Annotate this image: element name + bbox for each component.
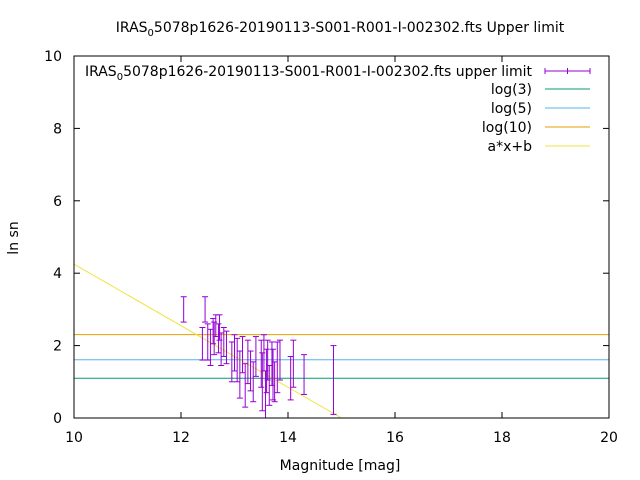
- errorbar-point-16: [236, 350, 243, 399]
- x-tick-label: 12: [172, 430, 190, 446]
- title-main: IRAS: [116, 20, 148, 36]
- errorbar-point-32: [271, 361, 278, 403]
- errorbar-point-37: [301, 354, 308, 395]
- x-tick-label: 14: [279, 430, 297, 446]
- errorbar-point-33: [274, 341, 281, 394]
- legend: IRAS05078p1626-20190113-S001-R001-I-0023…: [85, 64, 591, 155]
- errorbar-point-0: [180, 296, 187, 323]
- legend-label: IRAS05078p1626-20190113-S001-R001-I-0023…: [85, 64, 533, 83]
- errorbar-point-36: [290, 339, 297, 388]
- y-tick-label: 8: [53, 121, 62, 137]
- title-rest: 5078p1626-20190113-S001-R001-I-002302.ft…: [154, 20, 565, 36]
- errorbar-point-18: [242, 363, 249, 408]
- legend-entry-0: IRAS05078p1626-20190113-S001-R001-I-0023…: [85, 64, 591, 83]
- errorbar-point-13: [228, 341, 235, 383]
- y-tick-label: 2: [53, 339, 62, 355]
- x-axis-label: Magnitude [mag]: [280, 458, 401, 474]
- y-tick-label: 4: [53, 266, 62, 282]
- errorbar-point-15: [234, 337, 241, 383]
- legend-entry-2: log(5): [491, 101, 590, 117]
- chart-title: IRAS05078p1626-20190113-S001-R001-I-0023…: [116, 20, 565, 39]
- legend-label: log(5): [491, 101, 532, 117]
- x-tick-label: 18: [493, 430, 511, 446]
- y-tick-label: 0: [53, 411, 62, 427]
- errorbar-point-34: [276, 339, 283, 381]
- legend-entry-1: log(3): [491, 82, 590, 98]
- errorbar-point-10: [218, 332, 225, 367]
- errorbar-point-1: [199, 327, 206, 361]
- errorbar-point-35: [287, 355, 294, 401]
- errorbar-point-14: [231, 334, 238, 372]
- axes-layer: 10 12 14 16 18 20 0 2 4 6 8 10: [44, 49, 618, 446]
- errorbar-point-20: [247, 350, 254, 392]
- errorbar-point-21: [250, 361, 257, 403]
- legend-label: log(10): [482, 120, 532, 136]
- errorbar-point-12: [223, 330, 230, 365]
- errorbar-point-17: [239, 336, 246, 374]
- x-tick-label: 20: [600, 430, 618, 446]
- errorbar-point-22: [252, 336, 259, 377]
- errorbar-point-27: [263, 348, 270, 394]
- plot-area: [74, 263, 609, 418]
- plot-frame: [73, 55, 610, 419]
- errorbar-point-2: [202, 296, 209, 323]
- errorbar-point-11: [220, 327, 227, 357]
- series-layer: [74, 263, 609, 418]
- errorbar-point-4: [207, 328, 214, 367]
- legend-label-rest: 5078p1626-20190113-S001-R001-I-002302.ft…: [123, 64, 532, 80]
- x-tick-label: 16: [386, 430, 404, 446]
- errorbar-point-38: [330, 345, 337, 415]
- legend-label-main: IRAS: [85, 64, 117, 80]
- legend-entry-3: log(10): [482, 120, 590, 136]
- errorbar-point-5: [210, 317, 217, 345]
- y-tick-label: 6: [53, 194, 62, 210]
- y-tick-label: 10: [44, 49, 62, 65]
- legend-label-sub: 0: [117, 72, 123, 83]
- title-sub: 0: [148, 28, 154, 39]
- legend-entry-4: a*x+b: [488, 139, 590, 155]
- y-axis-label: ln sn: [6, 221, 22, 254]
- x-tick-label: 10: [65, 430, 83, 446]
- errorbar-point-23: [258, 339, 265, 388]
- legend-label: a*x+b: [488, 139, 533, 155]
- errorbar-point-19: [244, 339, 251, 385]
- errorbar-point-8: [215, 323, 222, 354]
- errorbar-point-3: [204, 323, 211, 361]
- legend-label: log(3): [491, 82, 532, 98]
